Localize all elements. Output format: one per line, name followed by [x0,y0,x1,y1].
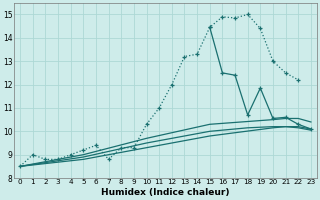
X-axis label: Humidex (Indice chaleur): Humidex (Indice chaleur) [101,188,230,197]
